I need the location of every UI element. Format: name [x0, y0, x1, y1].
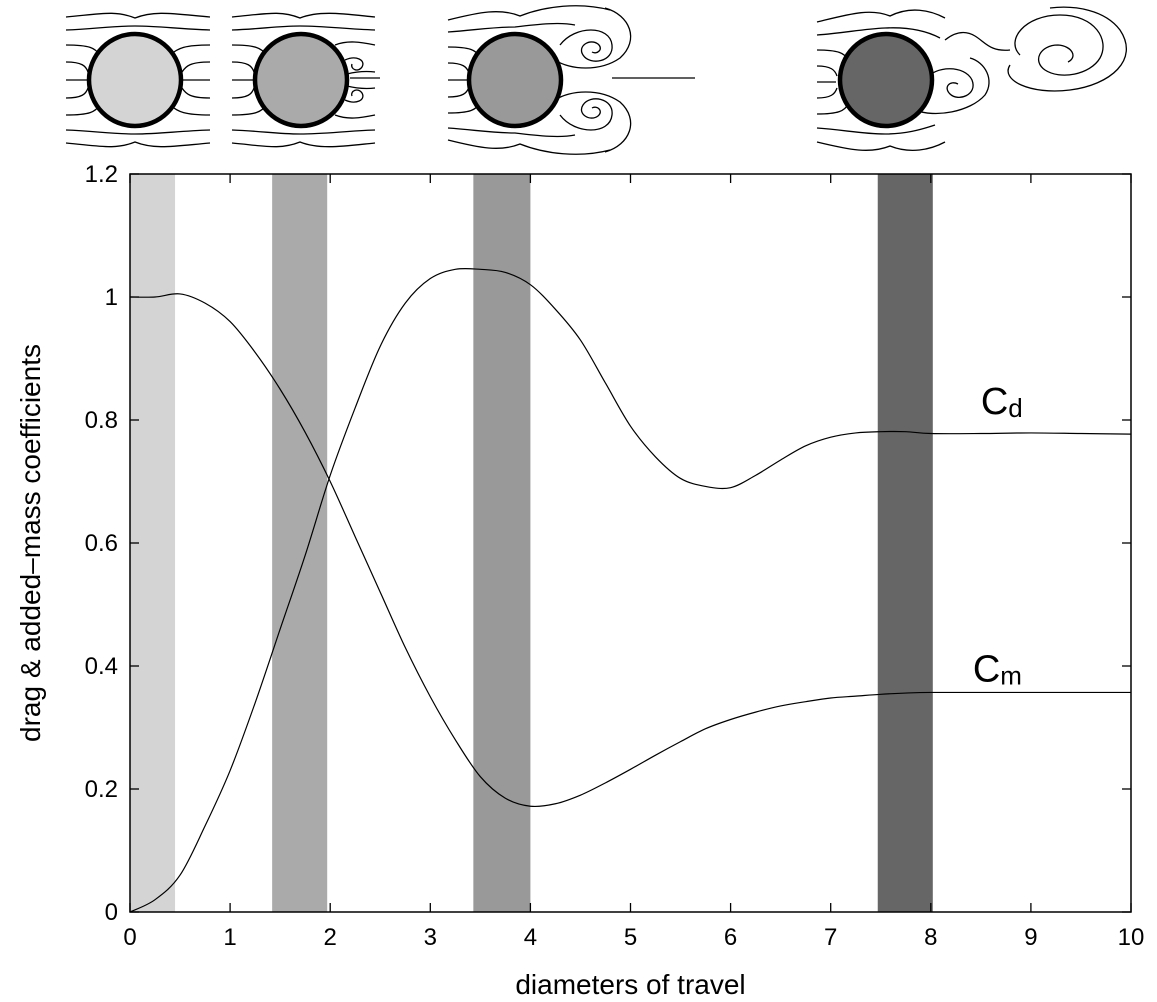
- series-line-cd: [129, 267, 1132, 913]
- x-tick-label: 9: [1024, 924, 1037, 951]
- y-tick-label: 0.4: [85, 653, 118, 680]
- flow-sketch-4: [816, 6, 1127, 152]
- shaded-band-3: [473, 174, 531, 912]
- x-tick-label: 10: [1118, 924, 1145, 951]
- x-tick-label: 3: [424, 924, 437, 951]
- series-lines: [129, 267, 1132, 913]
- series-label-cm: Cm: [973, 648, 1022, 690]
- y-tick-label: 0: [105, 899, 118, 926]
- x-tick-label: 8: [924, 924, 937, 951]
- y-tick-label: 0.6: [85, 530, 118, 557]
- shaded-band-4: [877, 174, 933, 912]
- series-line-cm: [129, 293, 1131, 808]
- y-axis: 0 0.2 0.4 0.6 0.8 1 1.2: [85, 161, 1131, 926]
- shaded-band-2: [272, 174, 328, 912]
- series-label-cd: Cd: [981, 381, 1023, 423]
- cylinder-2: [252, 31, 350, 129]
- y-tick-label: 0.2: [85, 776, 118, 803]
- shaded-bands: [130, 174, 933, 912]
- x-axis: 0 1 2 3 4 5 6 7 8 9 10: [123, 174, 1144, 951]
- y-tick-label: 1: [105, 284, 118, 311]
- flow-sketch-3: [447, 5, 695, 155]
- x-tick-label: 0: [123, 924, 136, 951]
- y-tick-label: 0.8: [85, 407, 118, 434]
- y-tick-label: 1.2: [85, 161, 118, 188]
- x-tick-label: 5: [624, 924, 637, 951]
- flow-sketch-2: [231, 12, 380, 148]
- flow-sketches: [65, 5, 1127, 155]
- x-tick-label: 6: [724, 924, 737, 951]
- y-axis-title: drag & added–mass coefficients: [15, 344, 46, 742]
- flow-sketch-1: [65, 12, 211, 148]
- x-tick-label: 7: [824, 924, 837, 951]
- cylinder-3: [466, 31, 564, 129]
- cylinder-4: [837, 31, 935, 129]
- series-labels: Cd Cm: [973, 381, 1023, 691]
- cylinder-1: [86, 31, 184, 129]
- chart: 0 1 2 3 4 5 6 7 8 9 10 0 0.2 0.4 0.6 0.8 1 1.2 Cd Cm diam…: [15, 161, 1144, 1000]
- x-axis-title: diameters of travel: [515, 969, 745, 1000]
- x-tick-label: 4: [524, 924, 537, 951]
- x-tick-label: 1: [223, 924, 236, 951]
- x-tick-label: 2: [324, 924, 337, 951]
